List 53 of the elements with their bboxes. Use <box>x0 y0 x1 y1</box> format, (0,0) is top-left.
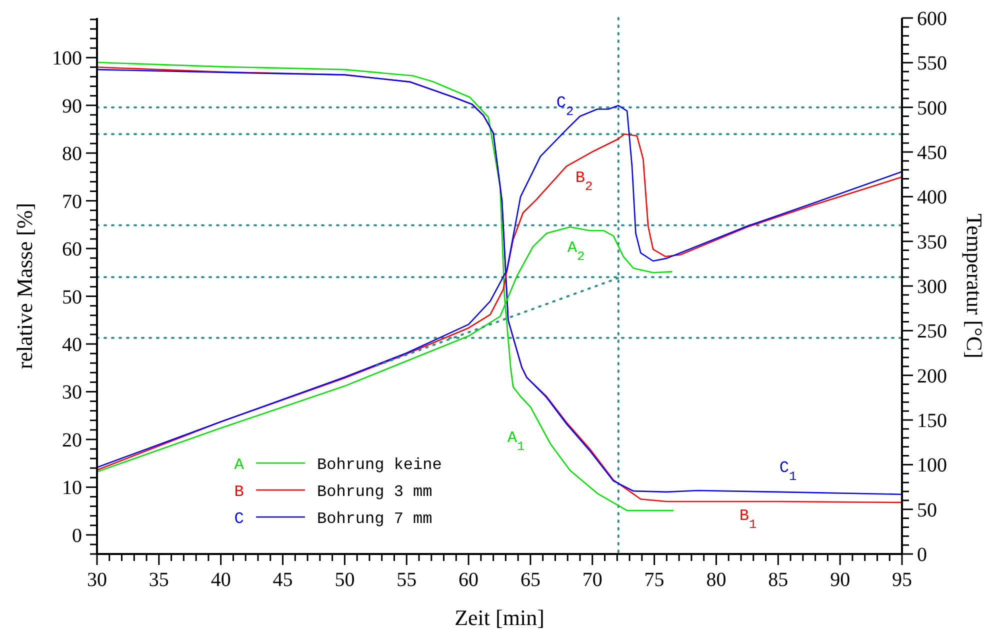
legend-label: Bohrung keine <box>317 456 442 474</box>
annotation: A <box>234 456 244 474</box>
y2-tick-label: 0 <box>917 544 927 566</box>
y-tick-label: 100 <box>52 48 82 70</box>
x-tick-label: 45 <box>272 569 293 591</box>
y2-tick-label: 250 <box>917 320 947 343</box>
x-tick-label: 80 <box>706 569 726 591</box>
annotation: C$_{1}$ <box>779 459 797 484</box>
annotation: A$_{1}$ <box>507 429 525 454</box>
x-tick-label: 65 <box>520 569 540 591</box>
y-tick-label: 50 <box>62 286 82 308</box>
y-tick-label: 70 <box>62 190 82 213</box>
annotation: C$_{2}$ <box>556 94 574 119</box>
y2-tick-label: 100 <box>917 454 947 477</box>
y2-tick-label: 550 <box>917 52 947 75</box>
x-tick-label: 85 <box>768 569 788 591</box>
x-tick-label: 75 <box>644 569 664 591</box>
y-tick-label: 20 <box>62 429 82 452</box>
y2-tick-label: 600 <box>917 8 947 30</box>
y-tick-label: 10 <box>62 477 82 500</box>
y2-axis-title: Temperatur [°C] <box>962 214 987 358</box>
legend-label: Bohrung 3 mm <box>317 483 432 501</box>
x-tick-label: 35 <box>148 569 169 591</box>
y-tick-label: 40 <box>62 334 82 356</box>
annotation: A$_{2}$ <box>567 239 585 264</box>
x-tick-label: 30 <box>87 569 107 591</box>
x-tick-label: 95 <box>892 569 912 591</box>
x-tick-label: 40 <box>210 569 231 591</box>
y2-tick-label: 150 <box>917 410 947 432</box>
y-axis-title: relative Masse [%] <box>12 202 37 370</box>
annotation: C <box>234 510 244 528</box>
x-tick-label: 50 <box>334 569 355 591</box>
y2-tick-label: 400 <box>917 186 947 209</box>
x-tick-label: 60 <box>458 569 479 591</box>
y-tick-label: 90 <box>62 95 82 118</box>
y-tick-label: 0 <box>72 524 82 547</box>
y-tick-label: 30 <box>62 382 82 404</box>
annotation: B$_{1}$ <box>739 507 757 532</box>
y-tick-label: 60 <box>62 238 82 261</box>
y2-tick-label: 500 <box>917 97 947 120</box>
x-tick-label: 55 <box>396 569 417 591</box>
y2-tick-label: 50 <box>917 499 937 522</box>
annotation: B$_{2}$ <box>575 169 593 194</box>
x-tick-label: 70 <box>582 569 602 591</box>
y-tick-label: 80 <box>62 143 82 166</box>
x-tick-label: 90 <box>830 569 850 591</box>
y2-tick-label: 200 <box>917 365 947 388</box>
annotation: B <box>234 483 244 501</box>
y2-tick-label: 450 <box>917 142 947 164</box>
y2-tick-label: 350 <box>917 231 947 254</box>
x-axis-title: Zeit [min] <box>454 605 544 630</box>
legend-label: Bohrung 7 mm <box>317 510 432 528</box>
y2-tick-label: 300 <box>917 276 947 298</box>
